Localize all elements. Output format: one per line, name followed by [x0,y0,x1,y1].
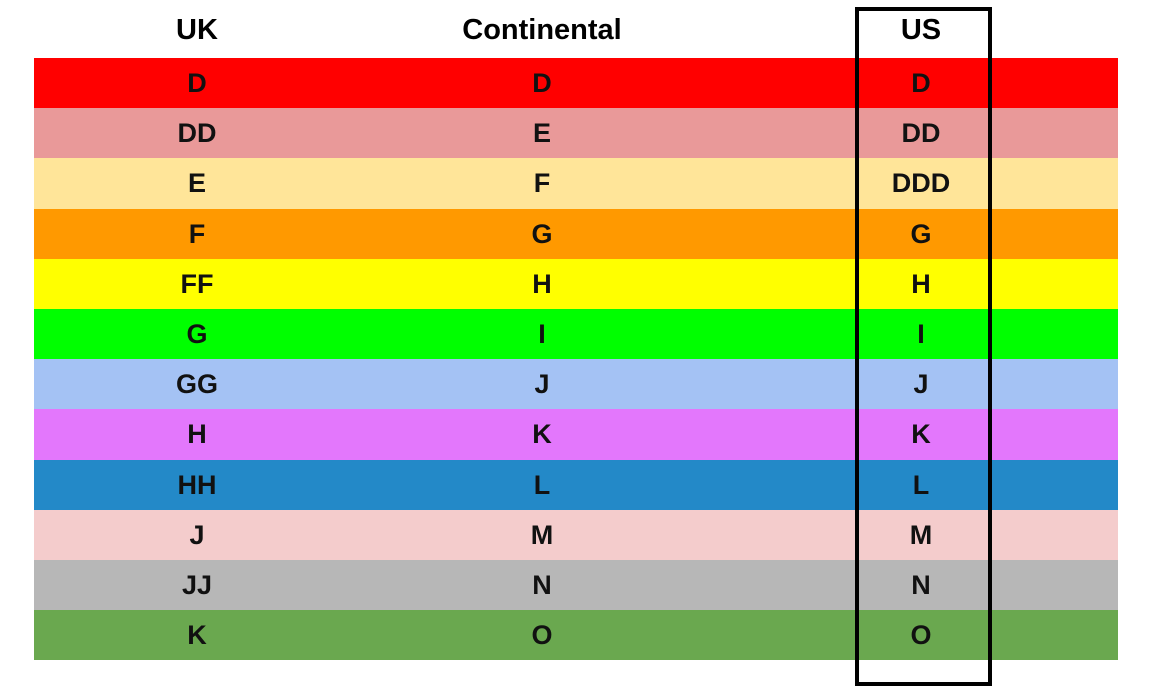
cell-us: L [912,469,930,500]
cell-continental: H [532,268,552,299]
cell-continental: O [531,620,553,651]
cell-uk: GG [175,369,219,400]
cell-uk: JJ [181,569,213,600]
cell-us: N [911,569,931,600]
header-continental: Continental [462,14,622,46]
cell-us: I [917,318,925,349]
cell-continental: N [532,569,552,600]
cell-us: J [913,369,929,400]
table-row: GG J J [34,359,1118,410]
cell-uk: F [188,218,206,249]
cell-continental: F [533,168,551,199]
table-row: FF H H [34,258,1118,309]
cell-continental: L [533,469,551,500]
cell-us: D [911,68,931,98]
cell-uk: G [186,318,208,349]
cell-uk: E [187,168,207,199]
cell-uk: K [187,620,207,651]
cell-us: O [910,620,932,651]
cell-uk: D [187,68,207,98]
table-row: E F DDD [34,158,1118,209]
size-conversion-table: D D D DD E DD E F DDD F G G FF H H G I I GG J J H K K HH L L J M M JJ N… [34,58,1118,661]
cell-us: K [911,419,931,450]
cell-us: G [910,218,932,249]
cell-uk: H [187,419,207,450]
cell-continental: G [531,218,553,249]
cell-continental: K [532,419,552,450]
cell-uk: J [189,519,205,550]
cell-us: DD [901,118,941,149]
us-column-highlight-box [855,7,992,686]
cell-continental: J [534,369,550,400]
cell-uk: DD [177,118,217,149]
header-us: US [900,14,942,46]
cell-uk: FF [180,268,214,299]
header-uk: UK [176,14,218,46]
cell-us: M [909,519,933,550]
cell-us: H [911,268,931,299]
table-row: JJ N N [34,559,1118,611]
cell-continental: M [530,519,554,550]
cell-continental: I [538,318,546,349]
cell-continental: E [532,118,552,149]
cell-us: DDD [891,168,951,199]
cell-uk: HH [177,469,217,500]
cell-continental: D [532,68,552,98]
table-row: HH L L [34,459,1118,510]
table-row: DD E DD [34,108,1118,159]
